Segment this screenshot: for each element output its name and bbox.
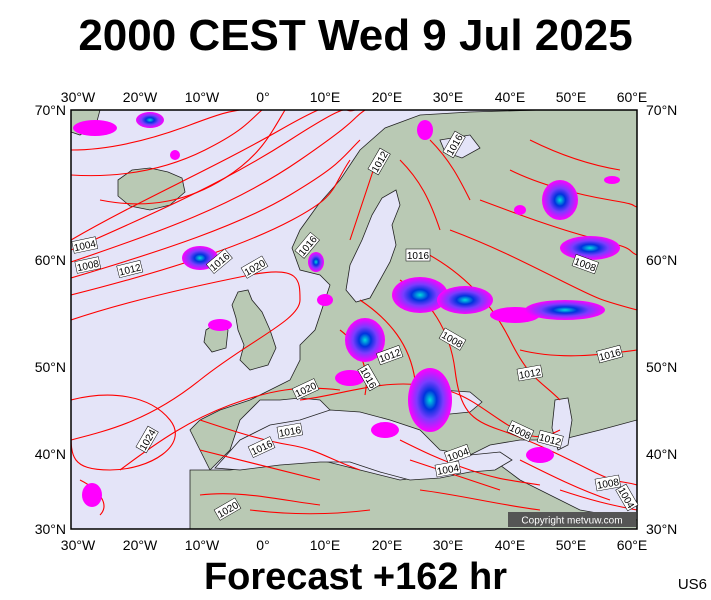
svg-text:1004: 1004 bbox=[436, 463, 460, 478]
lon-label: 10°W bbox=[185, 537, 220, 553]
lon-label: 30°E bbox=[433, 89, 464, 105]
lon-labels-bottom: 30°W 20°W 10°W 0° 10°E 20°E 30°E 40°E 50… bbox=[61, 537, 647, 553]
lon-labels-top: 30°W 20°W 10°W 0° 10°E 20°E 30°E 40°E 50… bbox=[61, 89, 647, 105]
lat-label: 60°N bbox=[35, 252, 66, 268]
lon-label: 40°E bbox=[495, 89, 526, 105]
isobar-label: 1008 bbox=[74, 256, 102, 274]
lon-label: 20°E bbox=[372, 537, 403, 553]
lon-label: 10°W bbox=[185, 89, 220, 105]
lat-label: 70°N bbox=[35, 102, 66, 118]
lat-labels-right: 70°N 60°N 50°N 40°N 30°N bbox=[646, 102, 677, 537]
lon-label: 0° bbox=[256, 89, 269, 105]
lon-label: 50°E bbox=[556, 537, 587, 553]
svg-text:1012: 1012 bbox=[118, 262, 143, 278]
svg-text:1012: 1012 bbox=[518, 367, 542, 382]
lat-labels-left: 70°N 60°N 50°N 40°N 30°N bbox=[35, 102, 66, 537]
svg-text:1004: 1004 bbox=[73, 239, 97, 254]
lon-label: 40°E bbox=[495, 537, 526, 553]
lon-label: 10°E bbox=[310, 537, 341, 553]
lon-label: 20°W bbox=[123, 89, 158, 105]
lon-label: 20°W bbox=[123, 537, 158, 553]
lat-label: 70°N bbox=[646, 102, 677, 118]
lon-label: 0° bbox=[256, 537, 269, 553]
lon-label: 60°E bbox=[617, 89, 648, 105]
svg-text:1016: 1016 bbox=[278, 425, 302, 440]
copyright-text: Copyright metvuw.com bbox=[521, 516, 622, 527]
lat-label: 30°N bbox=[646, 521, 677, 537]
lat-label: 40°N bbox=[646, 446, 677, 462]
lon-label: 60°E bbox=[617, 537, 648, 553]
lat-label: 50°N bbox=[646, 359, 677, 375]
lon-label: 10°E bbox=[310, 89, 341, 105]
lat-label: 50°N bbox=[35, 359, 66, 375]
lat-label: 40°N bbox=[35, 446, 66, 462]
svg-text:1008: 1008 bbox=[76, 259, 100, 274]
lon-label: 30°E bbox=[433, 537, 464, 553]
precipitation bbox=[73, 112, 620, 507]
isobars bbox=[71, 110, 637, 516]
map-frame bbox=[70, 109, 638, 530]
map-title: 2000 CEST Wed 9 Jul 2025 bbox=[78, 11, 633, 60]
forecast-label: Forecast +162 hr bbox=[203, 556, 508, 598]
lat-label: 60°N bbox=[646, 252, 677, 268]
isobar-label: 1016 bbox=[276, 422, 303, 440]
isobar-label: 1012 bbox=[116, 260, 144, 279]
lat-label: 30°N bbox=[35, 521, 66, 537]
isobar-label: 1016 bbox=[596, 344, 624, 364]
lon-label: 50°E bbox=[556, 89, 587, 105]
isobar-label: 1008 bbox=[594, 474, 621, 492]
lon-label: 30°W bbox=[61, 537, 96, 553]
isobar-label: 1004 bbox=[71, 236, 99, 254]
model-code: US6 bbox=[677, 576, 707, 593]
svg-text:1008: 1008 bbox=[596, 477, 620, 492]
copyright-box: Copyright metvuw.com bbox=[508, 512, 636, 527]
isobar-label: 1016 bbox=[405, 248, 431, 262]
lon-label: 20°E bbox=[372, 89, 403, 105]
isobar-label: 1004 bbox=[434, 460, 461, 478]
svg-text:1016: 1016 bbox=[407, 251, 430, 262]
lon-label: 30°W bbox=[61, 89, 96, 105]
isobar-label: 1012 bbox=[516, 364, 543, 382]
